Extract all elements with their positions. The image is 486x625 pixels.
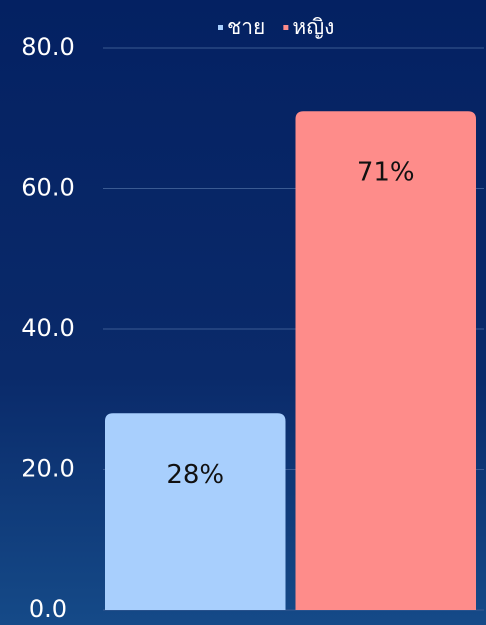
bar	[295, 111, 476, 610]
legend-swatch	[283, 25, 289, 30]
y-tick-label: 20.0	[21, 455, 74, 483]
y-tick-label: 0.0	[29, 595, 67, 623]
legend-swatch	[218, 25, 223, 30]
data-label: 71%	[357, 158, 415, 188]
bar	[105, 413, 286, 610]
y-tick-label: 80.0	[21, 33, 74, 61]
y-tick-label: 40.0	[21, 314, 74, 342]
y-tick-label: 60.0	[21, 174, 74, 202]
legend-label: ชาย	[227, 15, 265, 39]
data-label: 28%	[166, 460, 224, 490]
legend-label: หญิง	[292, 15, 334, 39]
